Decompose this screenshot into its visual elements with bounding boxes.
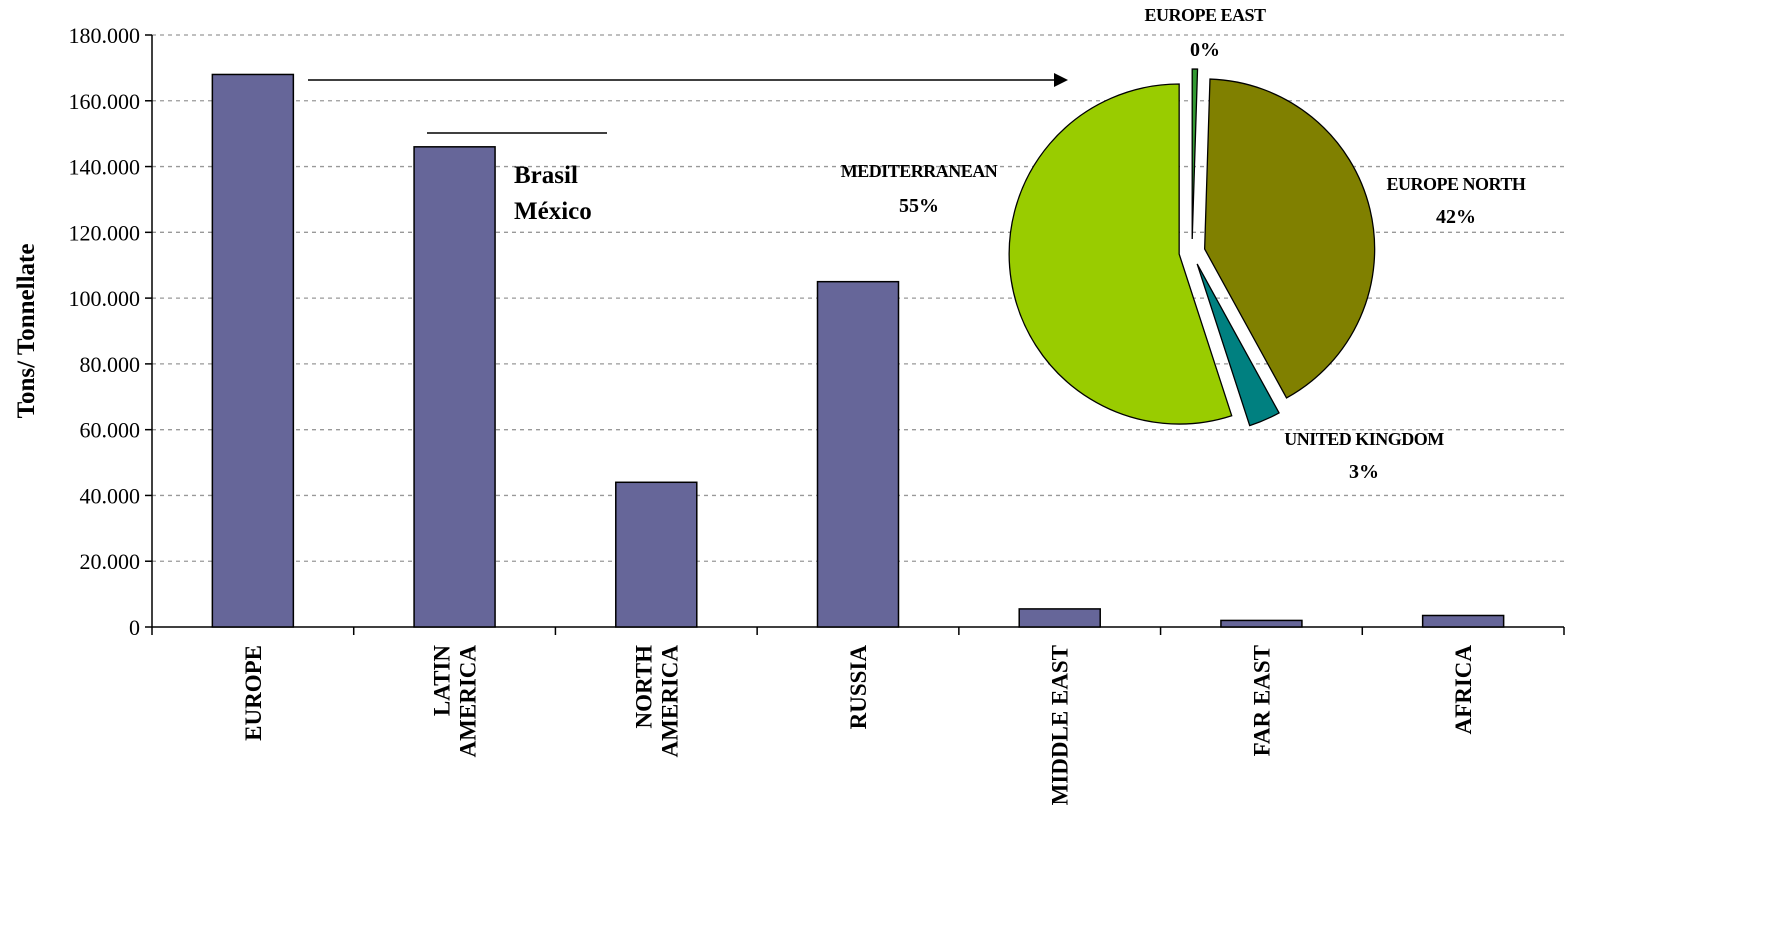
x-tick-label-line: MIDDLE EAST [1048,645,1073,805]
bar [211,73,295,628]
x-tick-label: LATINAMERICA [430,645,481,758]
axis-labels: 0 20.000 40.000 60.000 80.000 100.000 120.000 1… [13,23,1476,805]
bar-series [211,73,1505,628]
x-tick-label-line: NORTH [631,645,656,729]
x-tick-label-line: FAR EAST [1249,645,1274,756]
bar [1018,608,1101,628]
annotations: Brasil México [308,73,1068,225]
x-tick-label: NORTHAMERICA [631,645,682,758]
pie-slice-label: EUROPE EAST [1144,5,1266,25]
pie-slice [1203,78,1376,399]
x-tick-label: EUROPE [241,645,266,741]
bar [1220,619,1303,628]
pie-slice-percent: 3% [1349,461,1379,483]
x-tick-label-line: AFRICA [1451,645,1476,735]
y-tick-label: 120.000 [69,220,141,245]
x-tick-label-line: LATIN [430,645,455,717]
x-tick-label: MIDDLE EAST [1048,645,1073,805]
pie-slice [1191,68,1199,240]
bar [615,481,698,628]
x-tick-label-line: AMERICA [456,645,481,758]
pie-slice-label: MEDITERRANEAN [841,161,998,181]
bar [816,280,900,628]
pie-chart: EUROPE EAST 0% EUROPE NORTH 42% UNITED KINGD… [841,5,1527,483]
pie-slice [1008,83,1233,425]
y-tick-label: 20.000 [80,549,141,574]
y-tick-label: 80.000 [80,352,141,377]
y-axis-title: Tons/ Tonnellate [13,244,40,419]
y-tick-label: 100.000 [69,286,141,311]
y-tick-label: 40.000 [80,483,141,508]
pie-slice-label: UNITED KINGDOM [1284,429,1444,449]
annotation-mexico: México [514,198,592,225]
x-tick-label: AFRICA [1451,645,1476,735]
bar [413,146,496,628]
x-tick-label-line: EUROPE [241,645,266,741]
pie-slice [1196,263,1280,427]
y-tick-label: 140.000 [69,155,141,180]
x-tick-label-line: RUSSIA [846,645,871,730]
pie-slice-percent: 0% [1190,39,1220,61]
pie-slice-label: EUROPE NORTH [1387,174,1526,194]
x-tick-label-line: AMERICA [657,645,682,758]
y-tick-label: 0 [129,615,140,640]
x-tick-label: FAR EAST [1249,645,1274,756]
y-tick-label: 160.000 [69,89,141,114]
annotation-brasil: Brasil [514,162,578,189]
y-tick-label: 180.000 [69,23,141,48]
pie-slice-percent: 42% [1436,206,1476,228]
x-tick-label: RUSSIA [846,645,871,730]
bar [1421,614,1505,628]
y-tick-label: 60.000 [80,418,141,443]
pie-slice-percent: 55% [899,195,939,217]
